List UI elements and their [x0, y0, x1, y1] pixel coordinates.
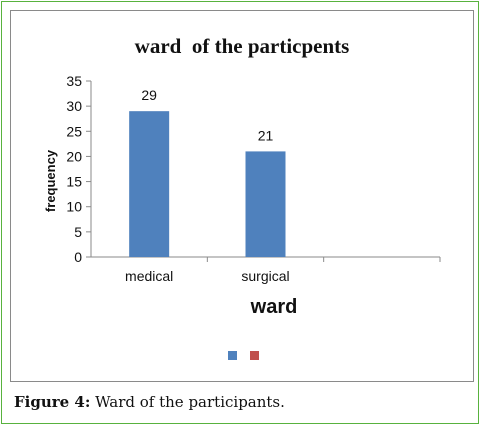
- plot-layer: 0 5 10 15 20 25 30 35 29 medical 21 surgical: [66, 73, 441, 360]
- bar-chart: ward of the particpents frequency ward 0…: [43, 34, 441, 360]
- caption-label: Figure 4:: [14, 393, 91, 411]
- chart-title: ward of the particpents: [135, 34, 350, 58]
- y-tick-label: 25: [66, 123, 82, 139]
- bar-medical: [129, 111, 170, 258]
- x-axis-label: ward: [250, 296, 298, 318]
- figure-caption: Figure 4: Ward of the participants.: [14, 393, 474, 415]
- y-tick-label: 20: [66, 148, 82, 164]
- category-label: surgical: [241, 268, 289, 284]
- y-tick-label: 30: [66, 98, 82, 114]
- y-tick-label: 0: [74, 249, 82, 265]
- y-tick-label: 15: [66, 174, 82, 190]
- y-axis-label: frequency: [43, 149, 58, 212]
- legend-swatch: [228, 351, 237, 360]
- y-tick-label: 35: [66, 73, 82, 89]
- legend-swatch: [250, 351, 259, 360]
- chart-area: ward of the particpents frequency ward 0…: [10, 10, 474, 382]
- y-tick-label: 5: [74, 224, 82, 240]
- bar-surgical: [245, 151, 286, 257]
- category-label: medical: [125, 268, 173, 284]
- data-label: 21: [258, 127, 274, 143]
- y-tick-label: 10: [66, 199, 82, 215]
- data-label: 29: [141, 87, 157, 103]
- caption-text: Ward of the participants.: [95, 393, 285, 411]
